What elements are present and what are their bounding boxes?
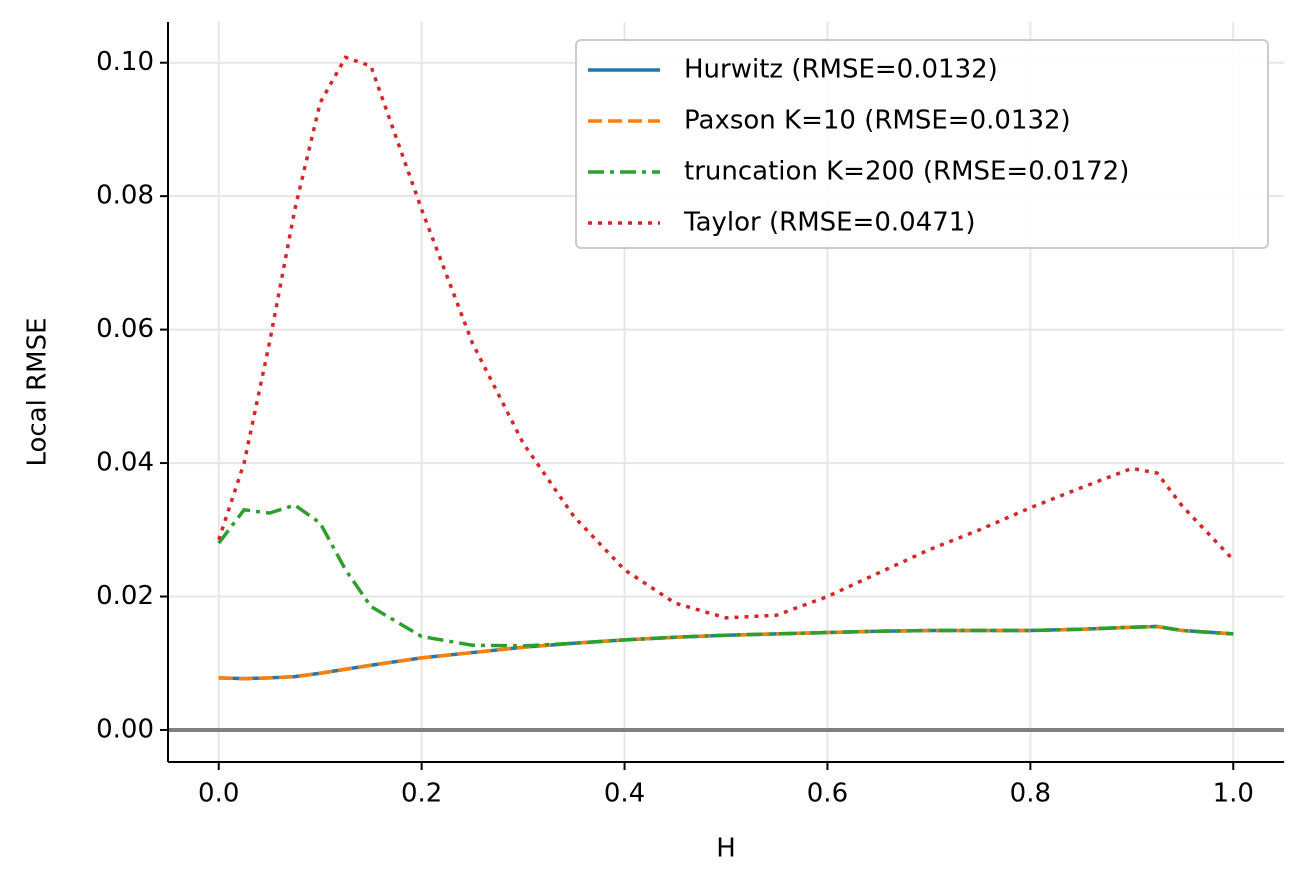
legend-label: Paxson K=10 (RMSE=0.0132) [684,106,1071,136]
legend-label: Hurwitz (RMSE=0.0132) [684,55,998,85]
x-tick-label: 0.4 [604,779,645,809]
x-axis-label: H [716,834,736,864]
y-tick-label: 0.00 [96,714,154,744]
series-line [217,55,1235,620]
y-tick-label: 0.10 [96,47,154,77]
x-tick-label: 0.0 [198,779,239,809]
y-tick-label: 0.02 [96,581,154,611]
y-tick-label: 0.08 [96,181,154,211]
y-axis-label: Local RMSE [23,317,53,466]
y-tick-label: 0.06 [96,314,154,344]
x-tick-label: 1.0 [1213,779,1254,809]
x-tick-label: 0.2 [401,779,442,809]
legend-label: truncation K=200 (RMSE=0.0172) [684,157,1129,187]
x-tick-label: 0.6 [807,779,848,809]
x-tick-label: 0.8 [1010,779,1051,809]
legend-label: Taylor (RMSE=0.0471) [683,208,975,238]
series-line [217,503,1234,648]
y-tick-label: 0.04 [96,448,154,478]
legend-box [575,39,1269,249]
